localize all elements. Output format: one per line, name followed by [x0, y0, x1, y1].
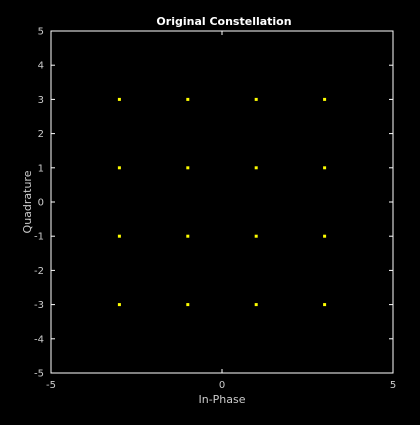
y-tick-label: 1 [38, 163, 44, 174]
y-tick-label: 2 [38, 129, 44, 140]
y-tick-label: 4 [38, 61, 44, 72]
constellation-point [254, 166, 258, 170]
data-points [117, 97, 327, 307]
constellation-point [323, 234, 327, 238]
constellation-point [117, 97, 121, 101]
y-tick-label: 5 [38, 27, 44, 38]
constellation-point [323, 97, 327, 101]
y-tick-label: 0 [38, 198, 44, 209]
y-tick-label: -5 [34, 369, 44, 380]
constellation-point [117, 166, 121, 170]
y-tick-label: -4 [34, 334, 44, 345]
constellation-point [117, 303, 121, 307]
y-tick-label: -1 [34, 232, 44, 243]
chart-title: Original Constellation [156, 15, 291, 28]
x-axis-ticks: -5 0 5 [46, 31, 396, 391]
constellation-point [186, 97, 190, 101]
y-axis-label: Quadrature [21, 170, 34, 233]
x-tick-label: -5 [46, 380, 56, 391]
constellation-point [186, 166, 190, 170]
constellation-point [254, 303, 258, 307]
constellation-point [186, 303, 190, 307]
x-axis-label: In-Phase [198, 393, 245, 406]
constellation-point [254, 97, 258, 101]
constellation-point [186, 234, 190, 238]
x-tick-label: 0 [219, 380, 225, 391]
constellation-point [323, 166, 327, 170]
constellation-point [323, 303, 327, 307]
y-axis-ticks: -5 -4 -3 -2 -1 0 1 2 3 4 5 [34, 27, 393, 380]
y-tick-label: 3 [38, 95, 44, 106]
y-tick-label: -3 [34, 300, 44, 311]
x-tick-label: 5 [390, 380, 396, 391]
constellation-point [254, 234, 258, 238]
y-tick-label: -2 [34, 266, 44, 277]
constellation-point [117, 234, 121, 238]
plot-area [50, 30, 394, 374]
